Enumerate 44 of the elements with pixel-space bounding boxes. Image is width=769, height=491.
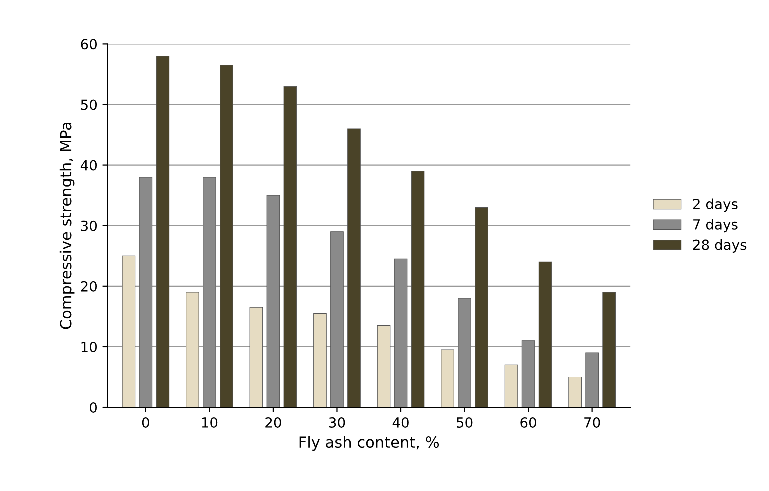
bar — [475, 207, 488, 408]
bar — [522, 340, 536, 408]
y-tick-label: 10 — [82, 342, 98, 352]
bar — [602, 292, 616, 408]
bar — [139, 177, 153, 408]
bar — [122, 256, 136, 408]
x-tick-label: 40 — [392, 417, 409, 428]
y-tick-label: 20 — [81, 281, 98, 292]
bar — [458, 298, 472, 408]
bar — [284, 86, 298, 408]
y-tick-label: 0 — [90, 402, 98, 414]
x-tick-label: 50 — [457, 417, 473, 428]
bar — [568, 376, 582, 408]
y-tick-label: 50 — [81, 100, 98, 110]
bar — [220, 65, 234, 408]
x-axis-title: Fly ash content, % — [300, 436, 440, 452]
bar — [441, 350, 454, 408]
bar — [538, 262, 552, 408]
x-tick-label: 60 — [520, 417, 536, 428]
legend-label: 28 days — [693, 240, 747, 253]
bar — [203, 177, 216, 408]
bar — [348, 128, 361, 408]
bar — [504, 364, 518, 408]
bar — [186, 292, 200, 408]
x-tick-label: 20 — [266, 417, 282, 428]
x-tick-label: 10 — [202, 417, 218, 428]
bar — [330, 232, 344, 408]
x-tick-label: 30 — [329, 417, 346, 428]
y-tick-label: 60 — [81, 39, 98, 50]
y-axis-title: Compressive strength, MPa — [60, 122, 75, 330]
bar — [411, 171, 425, 408]
bar — [586, 352, 599, 408]
x-tick-label: 70 — [584, 417, 600, 428]
bar — [250, 307, 264, 408]
x-tick-label: 0 — [142, 417, 150, 428]
y-tick-label: 30 — [81, 220, 98, 232]
bar — [394, 258, 408, 408]
bar — [266, 195, 280, 408]
legend-label: 2 days — [693, 198, 738, 212]
bar — [314, 313, 327, 408]
y-tick-label: 40 — [80, 160, 98, 171]
bar — [156, 56, 170, 408]
bar — [377, 326, 391, 408]
legend-label: 7 days — [694, 219, 738, 233]
